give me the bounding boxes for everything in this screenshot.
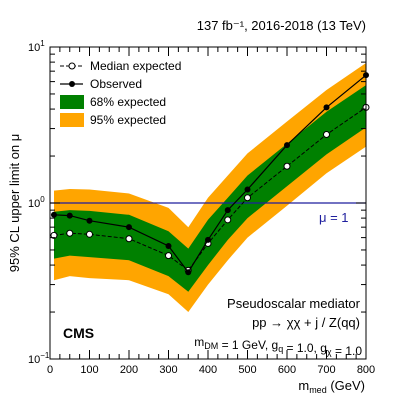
x-tick-label: 0 xyxy=(47,364,53,376)
observed-point xyxy=(205,236,211,243)
legend-label: Median expected xyxy=(90,59,181,73)
median-expected-point xyxy=(125,235,133,243)
cms-label: CMS xyxy=(63,325,94,341)
annotation-line-2: pp → χχ + j / Z(qq) xyxy=(252,315,360,330)
x-tick-label: 300 xyxy=(159,364,177,376)
observed-point xyxy=(86,217,93,224)
legend-label: 68% expected xyxy=(90,95,166,109)
observed-point xyxy=(126,224,132,231)
legend-label: Observed xyxy=(90,77,142,91)
median-expected-point xyxy=(323,130,330,138)
x-tick-label: 800 xyxy=(357,364,375,376)
observed-point xyxy=(323,104,330,111)
y-tick-label: 10−1 xyxy=(28,351,50,366)
y-tick-label: 100 xyxy=(28,195,45,210)
annotation-line-1: Pseudoscalar mediator xyxy=(227,296,361,311)
median-expected-point xyxy=(50,231,58,239)
observed-point xyxy=(66,212,73,219)
legend-95-expected: 95% expected xyxy=(60,113,166,127)
median-expected-point xyxy=(224,216,232,224)
median-expected-point xyxy=(283,162,291,170)
header-lumi: 137 fb⁻¹, 2016-2018 (13 TeV) xyxy=(197,18,366,33)
x-tick-label: 100 xyxy=(80,364,98,376)
legend-label: 95% expected xyxy=(90,113,166,127)
observed-point xyxy=(50,211,57,218)
x-tick-label: 400 xyxy=(199,364,217,376)
x-axis-title: mmed (GeV) xyxy=(298,378,365,395)
median-expected-point xyxy=(66,229,74,237)
mu-line-label: μ = 1 xyxy=(319,210,349,225)
y-axis-title: 95% CL upper limit on μ xyxy=(7,134,22,273)
x-tick-label: 200 xyxy=(120,364,138,376)
annotation-line-3: mDM = 1 GeV, gq = 1.0, gχ = 1.0 xyxy=(194,335,362,358)
x-tick-label: 500 xyxy=(238,364,256,376)
legend-observed: Observed xyxy=(60,77,142,91)
observed-point xyxy=(185,269,192,276)
observed-point xyxy=(244,186,251,193)
median-expected-point xyxy=(165,252,172,260)
y-tick-label: 101 xyxy=(28,39,45,54)
median-expected-point xyxy=(86,230,93,238)
median-expected-point xyxy=(244,194,251,202)
observed-line xyxy=(53,74,367,274)
x-tick-label: 700 xyxy=(317,364,335,376)
observed-point xyxy=(224,207,231,214)
legend-68-expected: 68% expected xyxy=(60,95,166,109)
legend-median-expected: Median expected xyxy=(60,59,181,73)
observed-point xyxy=(284,142,290,149)
legend: Median expected Observed 68% expected 95… xyxy=(60,59,181,127)
observed-point xyxy=(165,243,172,250)
x-tick-label: 600 xyxy=(278,364,296,376)
